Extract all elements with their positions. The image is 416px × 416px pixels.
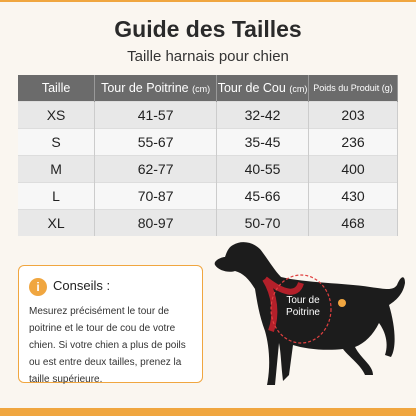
table-cell: 236	[308, 128, 398, 156]
column-header: Poids du Produit (g)	[308, 75, 398, 102]
table-row: L 70-87 45-66 430	[18, 182, 398, 210]
column-header: Tour de Cou (cm)	[216, 75, 310, 102]
top-line	[0, 0, 416, 2]
table-row: XL 80-97 50-70 468	[18, 209, 398, 236]
tips-box: i Conseils : Mesurez précisément le tour…	[18, 265, 203, 385]
table-row: S 55-67 35-45 236	[18, 128, 398, 156]
table-row: XS 41-57 32-42 203	[18, 101, 398, 129]
column-header: Taille	[18, 75, 96, 102]
tips-title: Conseils :	[53, 278, 111, 293]
table-cell: 203	[308, 101, 398, 129]
table-cell: 80-97	[94, 209, 218, 236]
table-cell: S	[18, 128, 96, 156]
table-cell: M	[18, 155, 96, 183]
size-table: Taille Tour de Poitrine (cm) Tour de Cou…	[18, 75, 398, 236]
harness-buckle	[338, 299, 346, 307]
column-title: Tour de Poitrine	[101, 81, 189, 95]
table-cell: 41-57	[94, 101, 218, 129]
table-cell: 468	[308, 209, 398, 236]
table-cell: XS	[18, 101, 96, 129]
column-unit: (cm)	[192, 84, 211, 94]
column-title: Taille	[41, 81, 71, 95]
table-cell: 35-45	[216, 128, 310, 156]
dog-silhouette	[214, 242, 405, 385]
bottom-bar	[0, 408, 416, 416]
table-cell: 430	[308, 182, 398, 210]
column-title: Tour de Cou	[217, 81, 286, 95]
harness	[262, 276, 304, 333]
table-cell: XL	[18, 209, 96, 236]
table-cell: 70-87	[94, 182, 218, 210]
table-cell: L	[18, 182, 96, 210]
tips-text: Mesurez précisément le tour de poitrine …	[29, 306, 186, 385]
dog-illustration: Tour de Poitrine	[214, 242, 405, 385]
measure-label: Tour de Poitrine	[286, 295, 320, 318]
column-unit: (cm)	[289, 84, 308, 94]
title: Guide des Tailles	[114, 16, 302, 42]
info-icon: i	[29, 278, 47, 296]
table-cell: 45-66	[216, 182, 310, 210]
column-title: Poids du Produit	[313, 83, 380, 93]
header-row: Taille Tour de Poitrine (cm) Tour de Cou…	[18, 75, 398, 102]
table-cell: 32-42	[216, 101, 310, 129]
table-cell: 55-67	[94, 128, 218, 156]
table-row: M 62-77 40-55 400	[18, 155, 398, 183]
table-cell: 62-77	[94, 155, 218, 183]
subtitle: Taille harnais pour chien	[127, 48, 289, 65]
table-cell: 40-55	[216, 155, 310, 183]
column-unit: (g)	[381, 83, 393, 93]
table-cell: 400	[308, 155, 398, 183]
table-cell: 50-70	[216, 209, 310, 236]
column-header: Tour de Poitrine (cm)	[94, 75, 218, 102]
chest-measure	[270, 274, 332, 344]
